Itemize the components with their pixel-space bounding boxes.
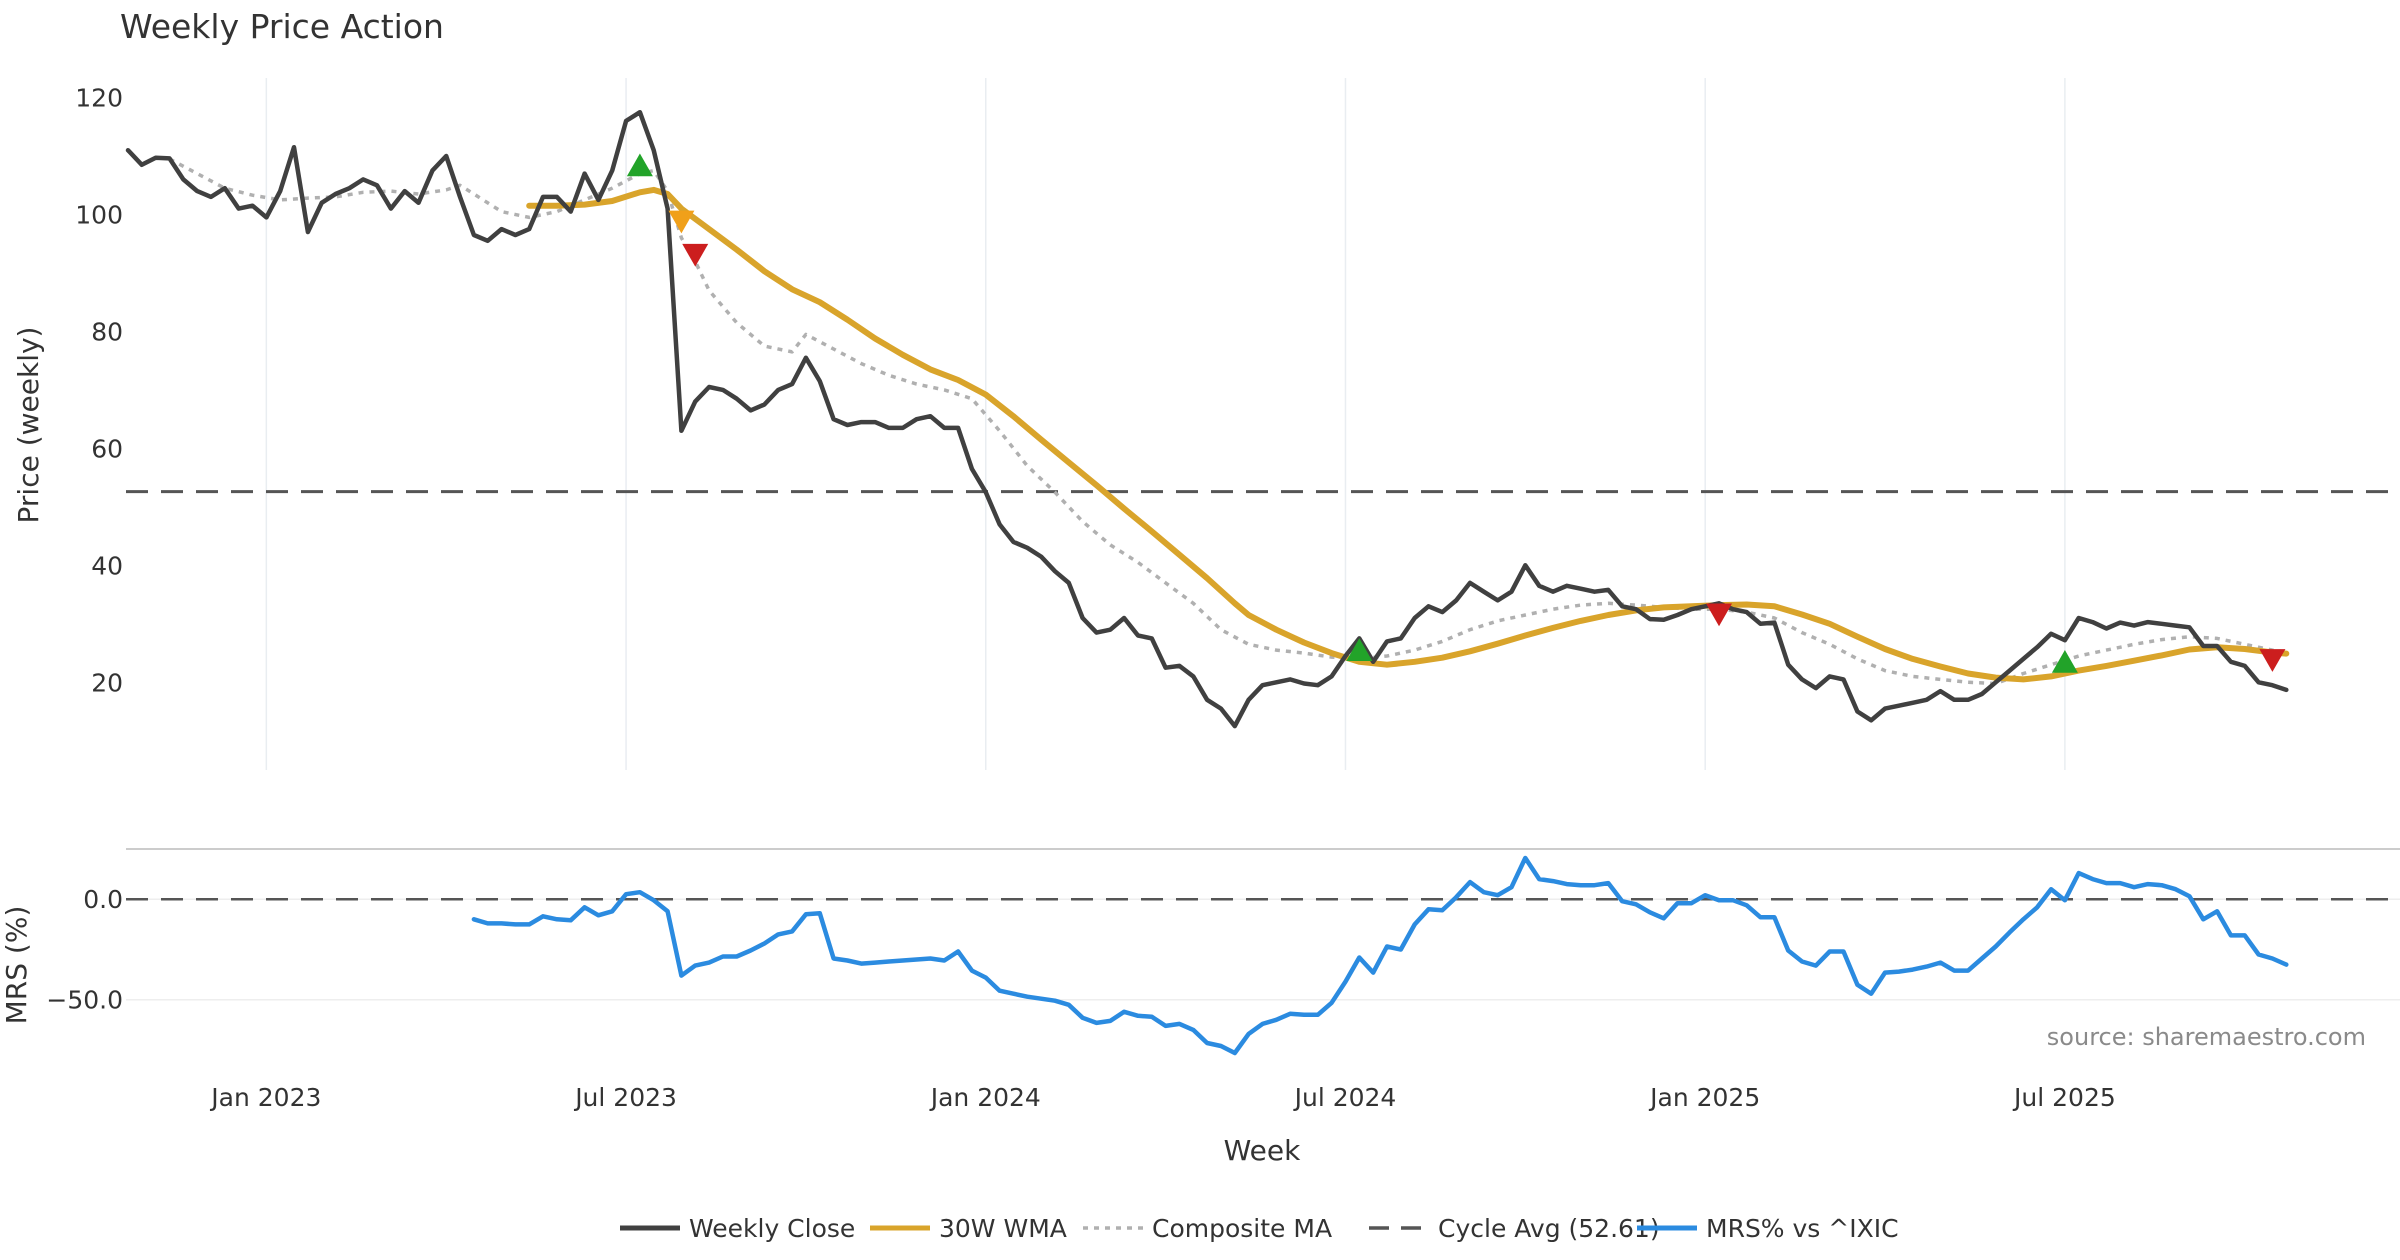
price-y-tick-label: 40 [91,551,123,580]
price-y-ticks: 20 40 60 80 100 120 [75,84,123,698]
mrs-y-axis-label: MRS (%) [0,906,33,1025]
x-tick-label: Jul 2025 [2012,1083,2116,1112]
source-credit: source: sharemaestro.com [2047,1023,2366,1051]
legend-label: Cycle Avg (52.61) [1438,1214,1660,1243]
signal-marker-triangle-down [1706,603,1733,627]
series-composite-ma [168,157,2287,686]
legend-label: MRS% vs ^IXIC [1706,1214,1899,1243]
mrs-y-tick-label: −50.0 [46,986,123,1015]
mrs-y-tick-label: 0.0 [83,885,123,914]
signal-marker-triangle-down [682,243,709,267]
x-tick-label: Jan 2024 [929,1083,1041,1112]
legend-label: Composite MA [1152,1214,1332,1243]
price-y-tick-label: 20 [91,668,123,697]
series-30w-wma [526,186,2290,683]
price-y-tick-label: 120 [75,84,123,113]
legend: Weekly Close 30W WMA Composite MA Cycle Avg… [620,1214,1899,1243]
x-tick-label: Jul 2023 [573,1083,677,1112]
x-tick-label: Jan 2023 [209,1083,321,1112]
signal-markers [626,153,2286,673]
mrs-series [471,855,2289,1056]
price-y-axis-label: Price (weekly) [12,327,45,524]
legend-item: Weekly Close [620,1214,855,1243]
chart-title: Weekly Price Action [120,7,444,46]
signal-marker-triangle-down [668,210,695,234]
x-tick-label: Jan 2025 [1648,1083,1760,1112]
signal-marker-triangle-up [1346,638,1373,662]
signal-marker-triangle-down [2259,649,2286,672]
legend-item: 30W WMA [870,1214,1067,1243]
mrs-y-ticks: 0.0 −50.0 [46,885,123,1015]
price-y-tick-label: 80 [91,317,123,346]
legend-item: Composite MA [1083,1214,1332,1243]
legend-label: Weekly Close [689,1214,855,1243]
legend-item: Cycle Avg (52.61) [1369,1214,1660,1243]
legend-label: 30W WMA [939,1214,1067,1243]
legend-item: MRS% vs ^IXIC [1637,1214,1899,1243]
series-mrs-vs-ixic [471,855,2289,1056]
price-series [125,109,2290,729]
price-panel-grid [265,78,2066,770]
signal-marker-triangle-up [2051,649,2078,673]
x-tick-label: Jul 2024 [1293,1083,1397,1112]
price-y-tick-label: 60 [91,434,123,463]
signal-marker-triangle-up [626,153,653,177]
x-ticks: Jan 2023 Jul 2023 Jan 2024 Jul 2024 Jan 2025… [209,1083,2115,1112]
price-y-tick-label: 100 [75,200,123,229]
series-weekly-close [125,109,2289,729]
x-axis-label: Week [1224,1134,1301,1167]
